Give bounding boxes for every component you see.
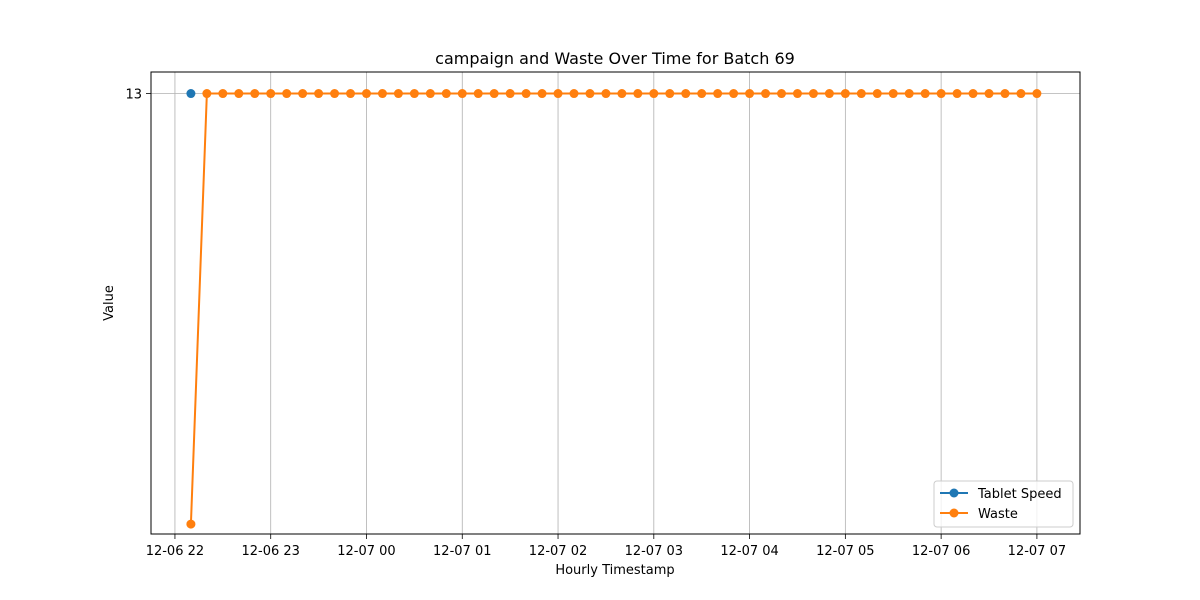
chart-title: campaign and Waste Over Time for Batch 6… [435, 49, 795, 68]
legend-marker-tablet-speed [949, 488, 959, 498]
data-point-waste [904, 89, 914, 99]
data-point-waste [761, 89, 771, 99]
data-point-waste [314, 89, 324, 99]
legend-label-waste: Waste [978, 507, 1018, 522]
y-tick-label: 13 [125, 88, 142, 103]
axis-ticks: 12-06 22 12-06 23 12-07 00 12-07 01 12-07 02… [125, 88, 1066, 559]
data-point-waste [234, 89, 244, 99]
data-point-waste [202, 89, 212, 99]
legend: Tablet Speed Waste [933, 480, 1074, 528]
data-point-waste [681, 89, 691, 99]
data-point-waste [856, 89, 866, 99]
legend-entry-waste: Waste [940, 507, 1018, 522]
x-tick-label: 12-07 04 [720, 544, 778, 559]
x-tick-label: 12-07 07 [1008, 544, 1066, 559]
data-point-waste [824, 89, 834, 99]
data-point-waste [250, 89, 260, 99]
data-point-waste [729, 89, 739, 99]
x-tick-label: 12-06 23 [241, 544, 299, 559]
x-tick-label: 12-07 06 [912, 544, 970, 559]
legend-box [933, 480, 1074, 528]
data-point-waste [840, 89, 850, 99]
data-point-waste [633, 89, 643, 99]
plot-frame [150, 71, 1081, 535]
data-point-waste [792, 89, 802, 99]
data-point-waste [505, 89, 515, 99]
data-point-waste [777, 89, 787, 99]
data-point-waste [984, 89, 994, 99]
data-point-waste [585, 89, 595, 99]
x-tick-label: 12-06 22 [146, 544, 204, 559]
data-point-waste [1000, 89, 1010, 99]
data-point-waste [952, 89, 962, 99]
data-point-waste [409, 89, 419, 99]
data-point-waste [936, 89, 946, 99]
data-point-waste [282, 89, 292, 99]
data-point-waste [330, 89, 340, 99]
data-point-waste [1016, 89, 1026, 99]
data-point-waste [266, 89, 276, 99]
data-point-waste [1032, 89, 1042, 99]
data-point-waste [377, 89, 387, 99]
data-point-waste [425, 89, 435, 99]
x-tick-label: 12-07 02 [529, 544, 587, 559]
x-tick-label: 12-07 01 [433, 544, 491, 559]
data-point-waste [745, 89, 755, 99]
data-point-waste [441, 89, 451, 99]
x-tick-label: 12-07 00 [337, 544, 395, 559]
data-point-waste [808, 89, 818, 99]
data-point-waste [569, 89, 579, 99]
data-point-waste [218, 89, 228, 99]
x-tick-label: 12-07 03 [625, 544, 683, 559]
legend-label-tablet-speed: Tablet Speed [977, 487, 1062, 502]
data-point-waste [968, 89, 978, 99]
data-point-waste [346, 89, 356, 99]
data-point-waste [361, 89, 371, 99]
data-point-waste [457, 89, 467, 99]
legend-marker-waste [949, 508, 959, 518]
data-point-waste [473, 89, 483, 99]
data-point-waste [872, 89, 882, 99]
data-point-waste [920, 89, 930, 99]
data-point-waste [553, 89, 563, 99]
data-point-waste [186, 519, 196, 529]
y-axis-label: Value [102, 285, 117, 321]
x-tick-label: 12-07 05 [816, 544, 874, 559]
data-point-waste [298, 89, 308, 99]
x-axis-label: Hourly Timestamp [555, 563, 674, 578]
data-point-waste [489, 89, 499, 99]
data-point-waste [393, 89, 403, 99]
data-point-waste [713, 89, 723, 99]
legend-entry-tablet-speed: Tablet Speed [940, 487, 1062, 502]
data-point-waste [649, 89, 659, 99]
data-point-waste [697, 89, 707, 99]
series-lines [186, 89, 1042, 529]
data-point-waste [888, 89, 898, 99]
data-point-waste [537, 89, 547, 99]
data-point-waste [521, 89, 531, 99]
data-point-tablet-speed [186, 89, 196, 99]
data-point-waste [601, 89, 611, 99]
data-point-waste [665, 89, 675, 99]
data-point-waste [617, 89, 627, 99]
